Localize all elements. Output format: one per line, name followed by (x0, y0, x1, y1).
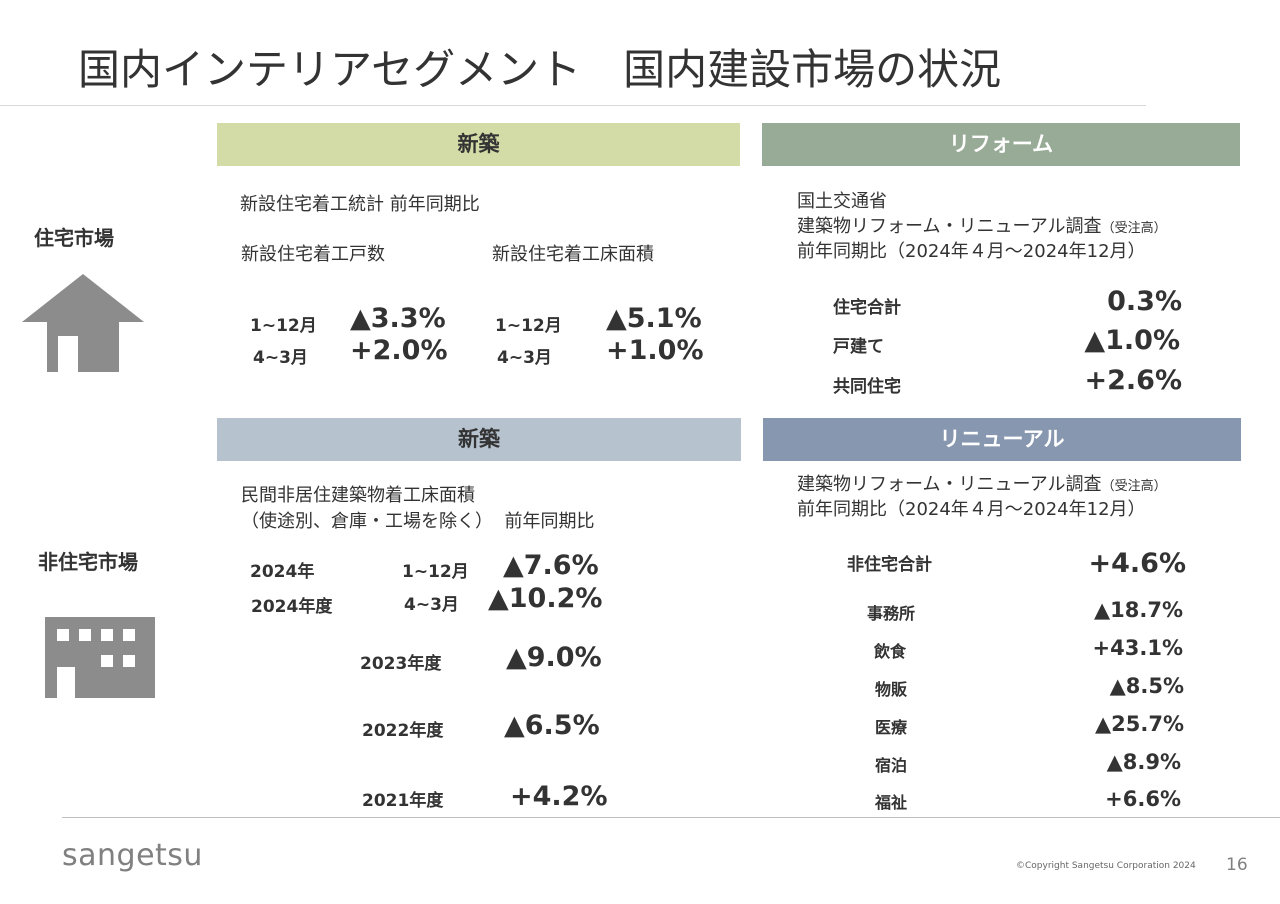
renewal-row-value: ▲8.9% (1106, 750, 1181, 774)
nonres-year-label: 2021年度 (362, 791, 444, 811)
renewal-row-value: +43.1% (1092, 636, 1183, 660)
renewal-row-value: ▲25.7% (1094, 712, 1184, 736)
nonres-year-label: 2024年 (250, 562, 315, 582)
renewal-row-label: 福祉 (875, 793, 908, 812)
renewal-row-value: ▲8.5% (1109, 674, 1184, 698)
company-logo: sangetsu (62, 838, 203, 873)
nonres-period-label: 4~3月 (404, 595, 459, 615)
renewal-row-label: 宿泊 (875, 756, 908, 775)
footer-divider (62, 817, 1280, 818)
period-label: 1~12月 (495, 316, 562, 336)
reform-row-value: +2.6% (1084, 365, 1182, 396)
copyright: ©Copyright Sangetsu Corporation 2024 (1016, 861, 1196, 871)
nonres-period-label: 1~12月 (402, 562, 469, 582)
reform-row-value: ▲1.0% (1084, 325, 1180, 356)
housing-units-value: +2.0% (350, 335, 448, 366)
nonres-value: ▲7.6% (503, 550, 599, 581)
building-icon (45, 617, 155, 698)
renewal-total-value: +4.6% (1088, 548, 1186, 579)
reform-survey-title: 建築物リフォーム・リニューアル調査（受注高） (797, 216, 1167, 237)
renewal-row-value: ▲18.7% (1093, 598, 1183, 622)
title-divider (0, 105, 1146, 106)
renewal-row-label: 物販 (875, 680, 908, 699)
reform-row-label: 戸建て (833, 337, 884, 357)
page-number: 16 (1226, 855, 1248, 875)
residential-new-stat-title: 新設住宅着工統計 前年同期比 (240, 194, 480, 215)
reform-row-value: 0.3% (1107, 286, 1182, 317)
reform-row-label: 住宅合計 (833, 298, 901, 318)
renewal-total-label: 非住宅合計 (847, 555, 932, 575)
nonres-year-label: 2024年度 (251, 597, 333, 617)
renewal-header: リニューアル (763, 418, 1241, 461)
housing-starts-floor-area-title: 新設住宅着工床面積 (492, 244, 654, 265)
nonresidential-market-label: 非住宅市場 (38, 550, 138, 574)
nonresidential-stat-title: 民間非居住建築物着工床面積 (241, 485, 475, 506)
floor-area-value: +1.0% (606, 335, 704, 366)
floor-area-value: ▲5.1% (606, 303, 702, 334)
nonresidential-new-header: 新築 (217, 418, 741, 461)
reform-row-label: 共同住宅 (833, 377, 901, 397)
nonresidential-stat-subtitle: （使途別、倉庫・工場を除く） 前年同期比 (241, 511, 595, 532)
housing-starts-units-title: 新設住宅着工戸数 (241, 244, 385, 265)
period-label: 4~3月 (497, 348, 552, 368)
reform-source-ministry: 国土交通省 (797, 191, 887, 212)
nonres-value: ▲9.0% (506, 642, 602, 673)
period-label: 1~12月 (250, 316, 317, 336)
renewal-row-value: +6.6% (1105, 787, 1181, 811)
housing-units-value: ▲3.3% (350, 303, 446, 334)
renewal-survey-title: 建築物リフォーム・リニューアル調査（受注高） (797, 474, 1167, 495)
nonres-year-label: 2022年度 (362, 721, 444, 741)
nonres-value: ▲6.5% (504, 710, 600, 741)
reform-header: リフォーム (762, 123, 1240, 166)
page-title: 国内インテリアセグメント 国内建設市場の状況 (78, 45, 1002, 94)
nonres-value: ▲10.2% (488, 583, 603, 614)
renewal-period: 前年同期比（2024年４月～2024年12月） (797, 499, 1146, 520)
residential-market-label: 住宅市場 (34, 226, 114, 250)
house-icon (22, 274, 144, 372)
nonres-value: +4.2% (510, 781, 608, 812)
reform-period: 前年同期比（2024年４月～2024年12月） (797, 241, 1146, 262)
renewal-row-label: 事務所 (867, 604, 916, 623)
renewal-row-label: 飲食 (874, 642, 907, 661)
residential-new-header: 新築 (217, 123, 740, 166)
period-label: 4~3月 (253, 348, 308, 368)
nonres-year-label: 2023年度 (360, 654, 442, 674)
renewal-row-label: 医療 (875, 718, 908, 737)
